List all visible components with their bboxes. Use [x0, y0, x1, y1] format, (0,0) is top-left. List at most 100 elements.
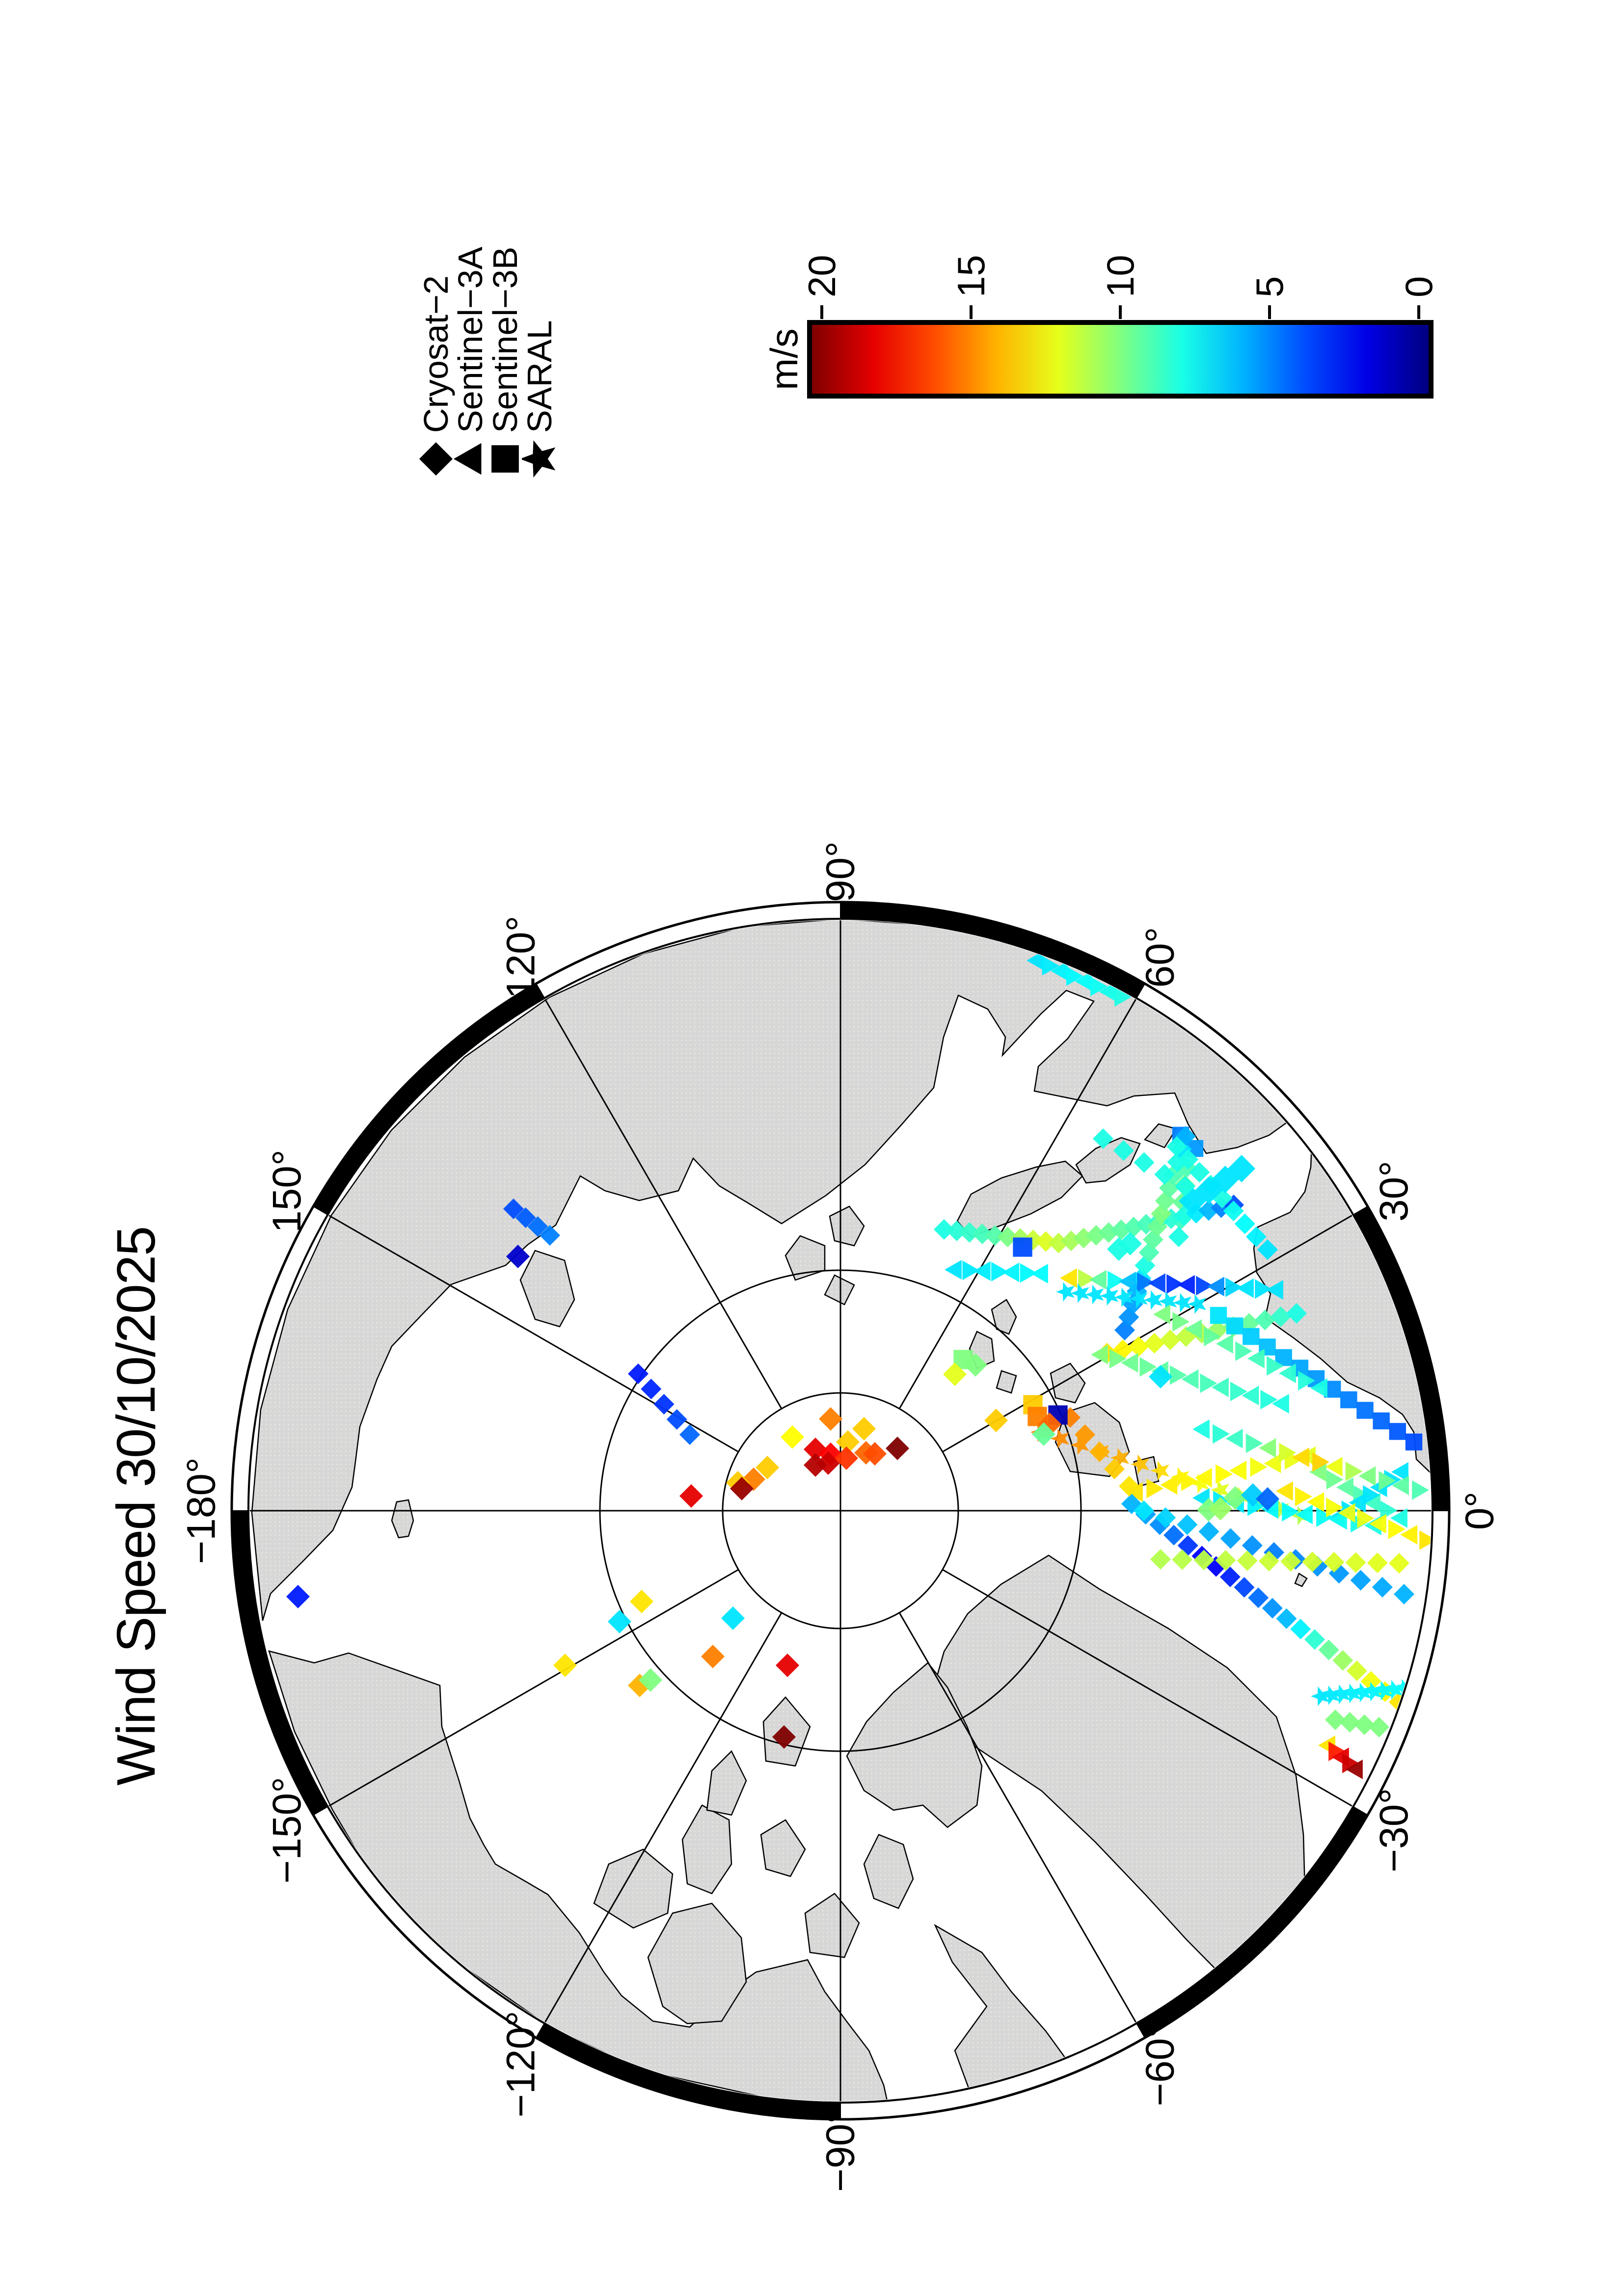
data-point-cryosat2 — [886, 1437, 909, 1460]
data-point-sentinel3a — [1089, 1270, 1107, 1290]
lon-label--60: −60° — [1138, 2022, 1183, 2107]
data-point-cryosat2 — [1150, 1549, 1171, 1570]
colorbar-tick-label: 20 — [800, 255, 843, 297]
data-point-cryosat2 — [1209, 1497, 1232, 1521]
lon-label--30: −30° — [1372, 1788, 1416, 1872]
data-point-cryosat2 — [1219, 1566, 1241, 1587]
legend-label: Cryosat−2 — [417, 275, 455, 433]
colorbar-tick — [970, 305, 973, 319]
data-point-saral — [1374, 1681, 1393, 1701]
data-point-cryosat2 — [959, 1222, 980, 1243]
data-point-cryosat2 — [1154, 1164, 1175, 1185]
landmass — [647, 1902, 747, 2025]
data-point-sentinel3a — [1346, 1760, 1363, 1779]
data-point-sentinel3a — [1276, 1481, 1293, 1501]
data-point-cryosat2 — [934, 1219, 954, 1240]
data-point-cryosat2 — [1193, 1549, 1215, 1571]
meridian-line — [543, 1612, 783, 2024]
lon-label-120: 120° — [499, 916, 543, 999]
data-point-sentinel3a — [1295, 1487, 1312, 1507]
star-icon — [522, 438, 557, 480]
landmass — [593, 1848, 674, 1929]
data-point-cryosat2 — [1166, 1136, 1187, 1157]
data-point-cryosat2 — [1304, 1629, 1325, 1650]
data-point-sentinel3a — [1326, 1469, 1344, 1490]
data-point-cryosat2 — [1350, 1570, 1371, 1591]
data-point-cryosat2 — [1168, 1227, 1189, 1247]
data-point-saral — [1130, 1454, 1149, 1474]
data-point-sentinel3a — [962, 1260, 980, 1281]
data-point-sentinel3a — [1121, 1353, 1138, 1373]
data-point-sentinel3a — [1196, 1276, 1213, 1296]
data-point-saral — [1311, 1686, 1329, 1706]
data-point-sentinel3a — [1169, 1365, 1187, 1385]
data-point-cryosat2 — [1270, 1306, 1291, 1327]
data-point-sentinel3a — [1153, 1305, 1170, 1324]
landmass — [928, 1554, 1306, 1975]
landmass — [251, 920, 1431, 1621]
data-point-sentinel3a — [1099, 982, 1116, 1002]
data-point-cryosat2 — [1119, 1476, 1139, 1496]
landmass — [829, 1205, 865, 1247]
data-point-saral — [1150, 1461, 1169, 1481]
longitude-labels: 0° 30° 60° 90° 120° 150° −180° −150° −120° −90° −6… — [179, 841, 1502, 2192]
data-point-sentinel3a — [1091, 1345, 1108, 1364]
data-point-sentinel3a — [1336, 1477, 1353, 1497]
legend-item-cryosat2: Cryosat−2 — [417, 275, 455, 480]
data-point-sentinel3a — [1245, 1433, 1263, 1453]
lon-label--90: −90° — [818, 2108, 863, 2192]
data-point-sentinel3a — [1216, 1334, 1233, 1354]
data-point-sentinel3a — [1298, 1371, 1315, 1390]
data-point-sentinel3a — [1279, 1363, 1296, 1383]
data-point-sentinel3a — [1316, 1507, 1333, 1527]
data-point-saral — [1173, 1293, 1192, 1313]
data-point-sentinel3a — [1292, 1447, 1309, 1468]
data-point-sentinel3a — [1307, 1492, 1325, 1512]
data-point-sentinel3a — [1260, 1389, 1278, 1410]
wind-speed-data — [286, 951, 1431, 1779]
data-point-cryosat2 — [653, 1394, 675, 1415]
data-point-cryosat2 — [1128, 1336, 1149, 1357]
data-point-cryosat2 — [1155, 1507, 1176, 1528]
data-point-sentinel3a — [1178, 1275, 1195, 1295]
landmass — [804, 1893, 860, 1958]
data-point-cryosat2 — [1142, 1229, 1163, 1250]
data-point-sentinel3a — [1379, 1470, 1396, 1491]
data-point-sentinel3a — [1345, 1461, 1363, 1481]
data-point-sentinel3a — [1264, 1453, 1281, 1473]
data-point-cryosat2 — [1089, 1442, 1110, 1462]
data-point-saral — [1352, 1682, 1372, 1703]
frame-outer-circle — [230, 901, 1451, 2121]
data-point-sentinel3a — [973, 1261, 991, 1281]
frame-inner-circle — [247, 918, 1434, 2104]
meridian-line — [898, 997, 1137, 1409]
legend-label: Sentinel−3B — [486, 246, 524, 433]
data-point-sentinel3a — [1194, 1468, 1212, 1488]
data-point-sentinel3a — [1250, 1457, 1268, 1477]
data-point-sentinel3a — [1027, 951, 1044, 970]
data-point-cryosat2 — [286, 1585, 310, 1608]
data-point-cryosat2 — [964, 1353, 987, 1377]
data-point-sentinel3b — [1340, 1391, 1357, 1409]
landmass — [760, 1819, 806, 1877]
data-point-sentinel3a — [1020, 1263, 1037, 1283]
landmass — [863, 1834, 914, 1909]
data-point-sentinel3a — [1166, 1274, 1184, 1294]
data-point-sentinel3a — [1325, 1457, 1343, 1477]
data-point-sentinel3a — [1204, 1327, 1221, 1346]
data-point-sentinel3a — [1146, 1478, 1164, 1498]
data-point-saral — [1321, 1685, 1340, 1706]
data-point-sentinel3a — [1255, 1279, 1272, 1299]
lon-label--150: −150° — [265, 1777, 309, 1884]
legend-label: Sentinel−3A — [451, 246, 489, 433]
data-point-sentinel3a — [1419, 1530, 1431, 1550]
data-point-sentinel3a — [1051, 961, 1068, 981]
legend-label: SARAL — [520, 320, 559, 433]
data-point-sentinel3a — [1391, 1462, 1408, 1482]
data-point-cryosat2 — [781, 1425, 804, 1449]
data-point-cryosat2 — [1262, 1598, 1283, 1619]
data-point-sentinel3a — [1075, 971, 1092, 991]
colorbar-tick — [820, 305, 823, 319]
data-point-cryosat2 — [1104, 1459, 1125, 1479]
